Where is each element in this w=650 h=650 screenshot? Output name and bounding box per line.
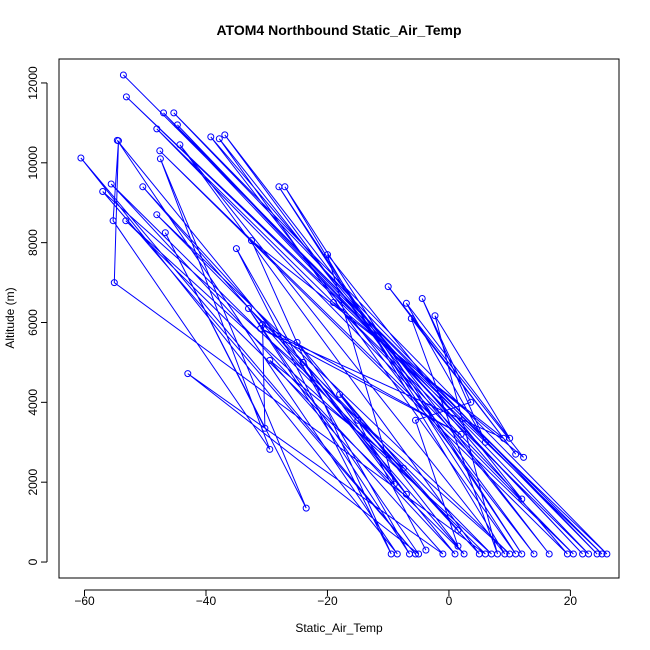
data-point [266,445,274,453]
data-point [302,504,310,512]
data-point [451,550,459,558]
data-point [330,299,337,306]
y-tick-label: 8000 [26,229,40,256]
data-point [598,550,606,558]
data-point [418,295,426,302]
data-point [563,550,571,558]
data-point [221,131,229,139]
data-point [122,217,130,225]
data-point [354,416,362,424]
data-point [184,370,192,378]
y-tick-label: 6000 [26,309,40,336]
data-point [99,188,107,195]
x-axis: −60 −40 −20 0 20 [74,589,578,608]
data-point [530,550,538,558]
data-point [119,71,127,79]
data-point [384,283,392,291]
series-layer [77,71,611,558]
data-point [153,211,161,219]
plot-frame [58,58,620,579]
data-point [512,450,520,458]
data-point [402,490,410,498]
data-point [207,133,215,141]
data-point [160,109,167,117]
data-point [402,299,410,307]
data-point [518,550,526,558]
data-point [248,237,255,245]
data-point [293,339,301,346]
data-point [299,358,307,366]
chart-title: ATOM4 Northbound Static_Air_Temp [216,22,461,38]
x-tick-label: 0 [446,594,453,608]
data-point [467,398,475,406]
y-axis-label: Altitude (m) [3,287,17,348]
data-point [518,495,526,503]
data-point [520,453,528,461]
data-point [407,315,415,322]
data-point [109,217,117,225]
data-point [161,229,169,237]
y-tick-label: 2000 [26,469,40,496]
data-point [259,321,266,328]
data-point [460,550,468,558]
data-point [281,183,289,191]
data-point [603,550,611,558]
y-tick-label: 0 [26,558,40,565]
data-point [415,550,423,558]
data-point [336,390,344,398]
y-tick-label: 10000 [26,146,40,180]
data-point [431,312,439,320]
data-point [545,550,553,558]
data-point [406,550,413,558]
data-point [387,550,395,558]
data-point [261,424,269,432]
data-point [390,480,398,488]
data-point [585,550,593,558]
data-point [77,154,85,162]
data-point [439,550,447,558]
data-point [454,526,462,534]
data-point [454,542,462,550]
y-axis: 0 2000 4000 6000 8000 10000 12000 [26,66,48,565]
data-point [156,147,164,155]
data-point [422,546,430,554]
x-tick-label: −20 [317,594,338,608]
data-point [156,155,164,163]
data-point [170,109,178,117]
data-point [245,305,252,312]
data-point [593,550,601,558]
data-point [481,550,489,558]
data-point [139,183,147,191]
data-point [153,125,161,133]
data-point [176,141,184,149]
data-point [215,135,223,143]
data-point [506,434,514,442]
data-point [494,550,501,558]
data-point [107,180,115,188]
data-point [412,416,419,424]
data-point [501,550,509,558]
data-point [110,279,118,287]
x-tick-label: −40 [196,594,217,608]
y-tick-label: 12000 [26,66,40,100]
x-tick-label: −60 [74,594,95,608]
data-point [399,464,407,472]
data-point [257,325,265,332]
data-point [232,245,240,253]
x-tick-label: 20 [564,594,578,608]
data-point [173,121,181,129]
data-point [115,137,122,145]
data-point [457,430,465,438]
series-line [80,74,608,555]
data-point [506,550,514,558]
data-point [324,251,331,259]
x-axis-label: Static_Air_Temp [295,621,383,635]
data-point [481,438,489,446]
y-tick-label: 4000 [26,389,40,416]
data-point [122,93,130,101]
data-point [266,356,274,364]
